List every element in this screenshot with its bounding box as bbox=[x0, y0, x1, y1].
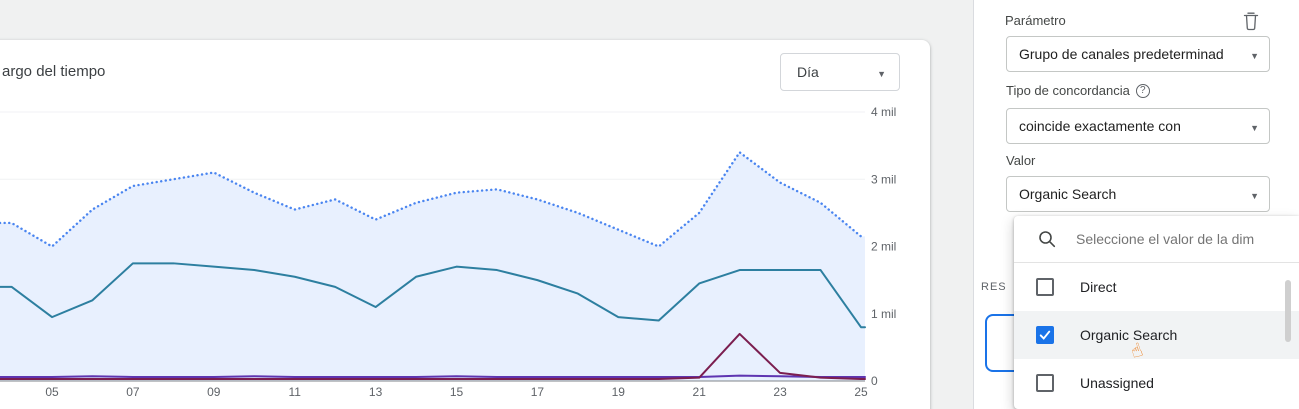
svg-text:2 mil: 2 mil bbox=[871, 240, 896, 254]
search-placeholder: Seleccione el valor de la dim bbox=[1076, 231, 1255, 247]
dropdown-search-input[interactable]: Seleccione el valor de la dim bbox=[1014, 216, 1299, 263]
svg-text:13: 13 bbox=[369, 385, 383, 399]
dimension-select-value: Grupo de canales predeterminad bbox=[1019, 46, 1224, 62]
option-direct[interactable]: Direct bbox=[1014, 263, 1299, 311]
svg-text:09: 09 bbox=[207, 385, 221, 399]
match-type-select[interactable]: coincide exactamente con bbox=[1006, 108, 1270, 144]
svg-text:17: 17 bbox=[531, 385, 545, 399]
value-select-value: Organic Search bbox=[1019, 186, 1117, 202]
value-label-text: Valor bbox=[1006, 153, 1036, 168]
svg-text:05: 05 bbox=[45, 385, 59, 399]
svg-text:25: 25 bbox=[854, 385, 868, 399]
parameter-label: Parámetro bbox=[1005, 13, 1066, 28]
results-section-label: RES bbox=[981, 281, 1007, 293]
value-label: Valor bbox=[1006, 153, 1035, 168]
svg-text:21: 21 bbox=[693, 385, 707, 399]
value-select[interactable]: Organic Search bbox=[1006, 176, 1270, 212]
help-icon[interactable] bbox=[1135, 83, 1150, 98]
match-type-select-value: coincide exactamente con bbox=[1019, 118, 1181, 134]
panel-divider bbox=[973, 0, 974, 409]
svg-text:11: 11 bbox=[288, 385, 301, 399]
svg-text:3 mil: 3 mil bbox=[871, 172, 896, 186]
chevron-down-icon bbox=[1250, 46, 1259, 62]
svg-text:4 mil: 4 mil bbox=[871, 105, 896, 119]
svg-text:07: 07 bbox=[126, 385, 140, 399]
option-organic-search[interactable]: Organic Search bbox=[1014, 311, 1299, 359]
svg-text:1 mil: 1 mil bbox=[871, 307, 896, 321]
option-label: Organic Search bbox=[1080, 327, 1178, 343]
checkbox-icon[interactable] bbox=[1036, 374, 1054, 392]
checkbox-icon[interactable] bbox=[1036, 278, 1054, 296]
check-icon bbox=[1039, 330, 1051, 340]
line-chart[interactable]: 0 1 mil 2 mil 3 mil 4 mil 05 07 09 11 13 15 17 19 21 2… bbox=[0, 100, 910, 409]
svg-text:15: 15 bbox=[450, 385, 464, 399]
delete-filter-button[interactable] bbox=[1242, 11, 1260, 31]
chevron-down-icon bbox=[1250, 186, 1259, 202]
search-icon bbox=[1039, 231, 1056, 248]
chevron-down-icon bbox=[1250, 118, 1259, 134]
match-type-label-text: Tipo de concordancia bbox=[1006, 83, 1130, 98]
chevron-down-icon bbox=[877, 64, 886, 80]
checkbox-icon[interactable] bbox=[1036, 326, 1054, 344]
option-label: Direct bbox=[1080, 279, 1117, 295]
option-unassigned[interactable]: Unassigned bbox=[1014, 359, 1299, 407]
svg-text:23: 23 bbox=[773, 385, 787, 399]
scrollbar-thumb[interactable] bbox=[1285, 280, 1291, 342]
granularity-dropdown[interactable]: Día bbox=[780, 53, 900, 91]
chart-title: argo del tiempo bbox=[2, 63, 106, 80]
trash-icon bbox=[1243, 12, 1259, 31]
option-label: Unassigned bbox=[1080, 375, 1154, 391]
svg-text:19: 19 bbox=[612, 385, 626, 399]
granularity-value: Día bbox=[797, 64, 819, 80]
value-dropdown-panel: Seleccione el valor de la dim Direct Org… bbox=[1014, 216, 1299, 409]
dropdown-options: Direct Organic Search Unassigned bbox=[1014, 263, 1299, 407]
parameter-label-text: Parámetro bbox=[1005, 13, 1066, 28]
match-type-label: Tipo de concordancia bbox=[1006, 83, 1150, 98]
dimension-select[interactable]: Grupo de canales predeterminad bbox=[1006, 36, 1270, 72]
svg-text:0: 0 bbox=[871, 374, 878, 388]
